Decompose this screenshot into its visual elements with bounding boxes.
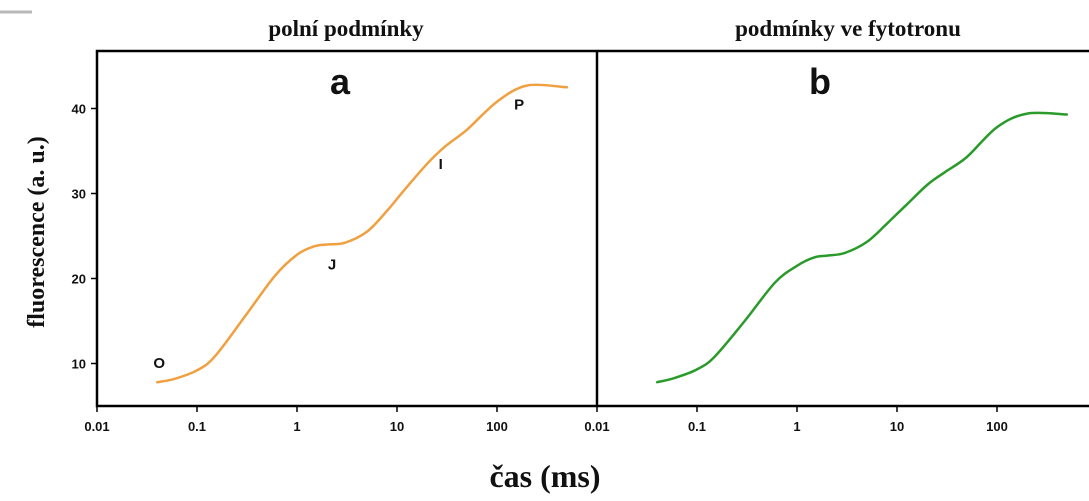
- y-tick-label: 10: [72, 357, 86, 372]
- point-label-i: I: [439, 156, 443, 173]
- chart-content: 10 20 30 40 0.01 0.1 1 10 100 0.01 0.1 1 10 100 O J I P: [72, 83, 1069, 434]
- x-tick-label: 0.1: [688, 419, 706, 434]
- y-tick-label: 40: [72, 102, 86, 117]
- point-label-j: J: [328, 257, 336, 274]
- x-tick-label: 1: [793, 419, 800, 434]
- point-label-p: P: [514, 97, 524, 114]
- y-tick-label: 30: [72, 187, 86, 202]
- x-tick-label: 10: [890, 419, 904, 434]
- x-tick-label: 0.1: [188, 419, 206, 434]
- curve-panel-a: [155, 83, 569, 384]
- point-label-o: O: [153, 355, 165, 372]
- x-axis-label: čas (ms): [489, 458, 600, 494]
- x-tick-label: 1: [293, 419, 300, 434]
- y-axis-label: fluorescence (a. u.): [24, 136, 50, 328]
- panel-a-letter: a: [330, 61, 351, 102]
- panel-a-title: polní podmínky: [268, 16, 424, 41]
- x-tick-label: 0.01: [84, 419, 109, 434]
- plot-frame: [95, 49, 1089, 408]
- x-tick-label: 100: [986, 419, 1008, 434]
- x-tick-label: 100: [486, 419, 508, 434]
- panel-b-title: podmínky ve fytotronu: [735, 16, 961, 41]
- panel-b-letter: b: [809, 61, 831, 102]
- curve-panel-b: [655, 111, 1069, 384]
- x-tick-label: 10: [390, 419, 404, 434]
- x-tick-label: 0.01: [584, 419, 609, 434]
- y-tick-label: 20: [72, 272, 86, 287]
